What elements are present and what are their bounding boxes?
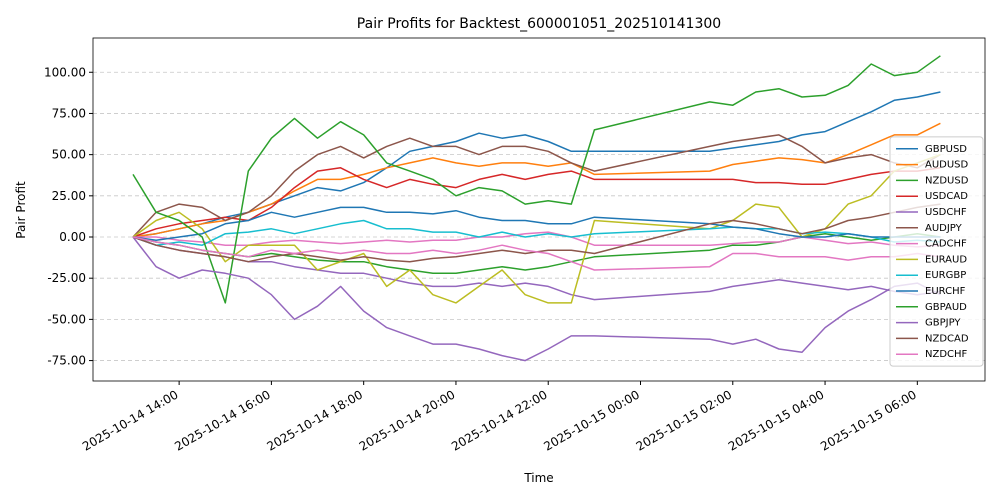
y-tick-label: -25.00 (47, 271, 86, 285)
legend-label: AUDJPY (925, 223, 963, 234)
legend-label: AUDUSD (925, 160, 969, 171)
legend-label: GBPAUD (925, 302, 967, 313)
legend-label: CADCHF (925, 239, 967, 250)
y-tick-label: 100.00 (44, 65, 86, 79)
y-tick-label: 75.00 (52, 106, 86, 120)
y-tick-label: 25.00 (52, 189, 86, 203)
legend-label: NZDUSD (925, 175, 969, 186)
chart-title: Pair Profits for Backtest_600001051_2025… (357, 16, 721, 32)
series-line (132, 236, 941, 271)
legend-label: NZDCHF (925, 349, 968, 360)
legend-label: GBPJPY (925, 318, 961, 329)
y-tick-label: 0.00 (59, 230, 86, 244)
series-line (132, 122, 941, 238)
series-line (132, 55, 941, 304)
legend-label: EURCHF (925, 286, 966, 297)
series-line (132, 167, 941, 238)
y-axis-label: Pair Profit (14, 181, 28, 239)
plot-frame (92, 37, 986, 382)
legend-label: EURAUD (925, 254, 967, 265)
series-line (132, 206, 941, 242)
legend-label: USDCAD (925, 191, 968, 202)
legend: GBPUSD AUDUSD NZDUSD USDCAD USDCHF AUDJPY CADC… (889, 136, 984, 367)
series-line (132, 134, 941, 238)
legend-box (889, 136, 984, 367)
x-axis-label: Time (523, 471, 553, 485)
legend-label: NZDCAD (925, 333, 969, 344)
y-tick-label: -50.00 (47, 312, 86, 326)
y-tick-label: -75.00 (47, 354, 86, 368)
series-line (132, 236, 941, 362)
series-line (132, 236, 941, 301)
series-line (132, 219, 941, 246)
legend-label: EURGBP (925, 270, 966, 281)
legend-label: GBPUSD (925, 144, 967, 155)
legend-label: USDCHF (925, 207, 967, 218)
y-tick-label: 50.00 (52, 148, 86, 162)
series-line (132, 203, 941, 263)
